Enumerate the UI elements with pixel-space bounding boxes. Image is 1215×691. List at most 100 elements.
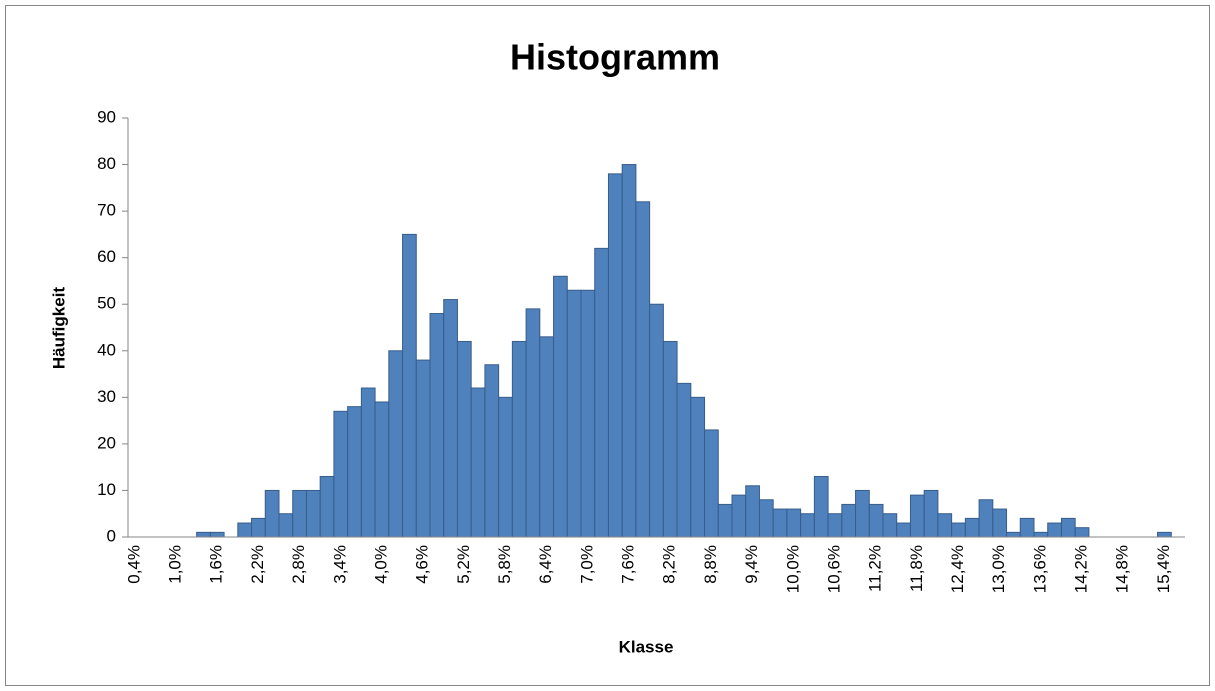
bar [690,396,706,538]
bar [374,401,390,538]
bar [484,364,500,538]
bar [1157,531,1172,538]
bar [649,303,664,538]
bar [1033,531,1049,538]
bar [841,503,857,538]
bar [566,289,582,538]
bar [951,522,966,538]
bar [868,503,884,538]
x-tick-label: 8,2% [660,545,679,584]
bar [347,406,362,538]
bar [388,350,404,538]
y-tick-label: 60 [97,247,116,266]
bar [772,508,788,538]
bar [511,340,527,538]
bar [937,513,953,538]
x-tick-label: 11,2% [866,545,885,592]
x-tick-label: 14,8% [1113,545,1132,593]
bar [553,275,568,538]
y-axis-label: Häufigkeit [49,287,68,370]
bar [909,494,925,538]
bar [456,340,472,538]
x-tick-label: 5,8% [495,545,514,584]
x-tick-label: 15,4% [1154,545,1173,593]
bar [196,531,211,538]
bar [264,489,280,538]
x-tick-label: 7,6% [619,545,638,584]
bar [580,289,596,538]
y-tick-label: 30 [97,387,116,406]
bar [882,513,898,538]
x-tick-label: 13,0% [989,545,1008,593]
bar [539,336,555,538]
x-tick-label: 14,2% [1072,545,1091,593]
x-tick-label: 8,8% [701,545,720,584]
bar [621,164,637,538]
bar [209,531,225,538]
bar [498,396,513,538]
bar [978,499,994,538]
x-tick-label: 10,0% [783,545,802,593]
y-tick-label: 50 [97,294,116,313]
y-tick-label: 40 [97,340,116,359]
bar [1060,517,1076,538]
x-tick-label: 0,4% [124,545,143,584]
x-axis-label: Klasse [619,637,674,656]
x-tick-label: 7,0% [577,545,596,584]
bar [319,475,335,538]
bar [402,233,417,538]
bar [278,513,294,538]
bar [923,489,939,538]
bar [333,410,349,538]
bar [292,489,307,538]
x-tick-label: 2,8% [289,545,308,584]
bar [1006,531,1021,538]
x-tick-label: 9,4% [742,545,761,584]
bar [237,522,253,538]
bar [1074,527,1090,538]
x-tick-label: 6,4% [536,545,555,584]
x-tick-label: 11,8% [907,545,926,592]
x-tick-label: 1,6% [207,545,226,584]
bar [731,494,747,538]
x-tick-label: 4,6% [413,545,432,584]
bar [992,508,1008,538]
bar [470,387,486,538]
bar [429,313,445,538]
x-tick-label: 2,2% [248,545,267,584]
bar [525,308,541,538]
bar [607,173,623,538]
bar [717,503,733,538]
y-tick-label: 80 [97,154,116,173]
x-tick-label: 3,4% [330,545,349,584]
y-tick-label: 70 [97,201,116,220]
bar [827,513,843,538]
bar [745,485,760,538]
y-tick-label: 0 [107,526,116,545]
bar [964,517,980,538]
bar [594,247,609,538]
x-tick-label: 13,6% [1030,545,1049,593]
x-tick-label: 4,0% [371,545,390,584]
bar [415,359,431,538]
bar [305,489,321,538]
bar [443,299,458,538]
bar [704,429,719,538]
bar [676,382,692,538]
x-tick-label: 12,4% [948,545,967,593]
chart-title: Histogramm [510,37,720,78]
bar [800,513,815,538]
bar [1019,517,1035,538]
bar [662,340,678,538]
bar [813,475,829,538]
bar [635,201,651,538]
bar [251,517,266,538]
bar [1047,522,1062,538]
x-tick-label: 10,6% [824,545,843,593]
bar [855,489,870,538]
x-tick-label: 1,0% [166,545,185,584]
y-tick-label: 20 [97,433,116,452]
bar [360,387,376,538]
